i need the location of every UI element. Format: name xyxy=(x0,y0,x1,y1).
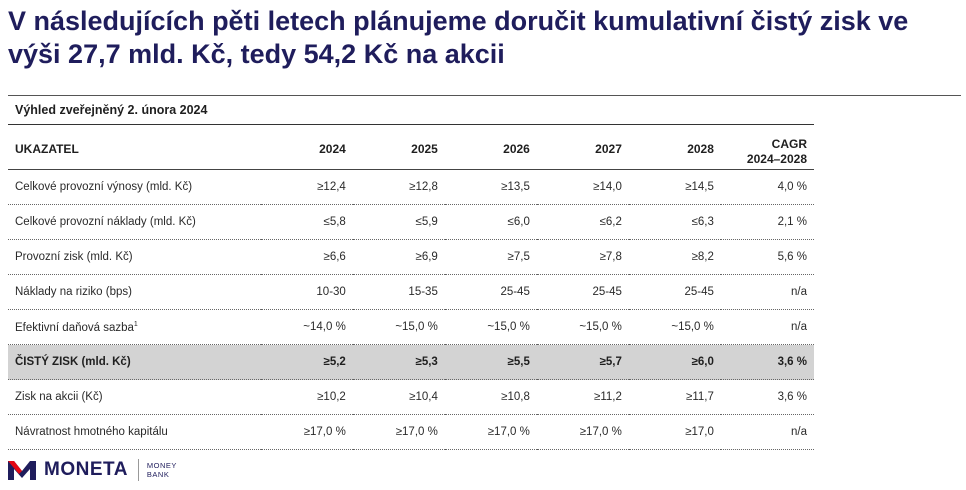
cagr-cell: 3,6 % xyxy=(720,344,814,380)
value-cell: ≥17,0 % xyxy=(352,414,445,450)
header-cagr: CAGR 2024–2028 xyxy=(720,128,814,170)
value-cell: ≤5,8 xyxy=(260,204,353,240)
logo-wordmark: MONETA xyxy=(44,459,128,480)
moneta-logo: MONETA MONEY BANK xyxy=(8,457,177,483)
table-row: Provozní zisk (mld. Kč) ≥6,6 ≥6,9 ≥7,5 ≥7,8 ≥… xyxy=(8,239,814,275)
value-cell: ≥17,0 % xyxy=(536,414,629,450)
value-cell: ≥11,2 xyxy=(536,379,629,415)
value-cell: ≥10,8 xyxy=(444,379,537,415)
value-cell: ≤6,3 xyxy=(628,204,721,240)
row-label: Celkové provozní náklady (mld. Kč) xyxy=(15,216,196,228)
table-row: ČISTÝ ZISK (mld. Kč) ≥5,2 ≥5,3 ≥5,5 ≥5,7 ≥6,0… xyxy=(8,344,814,380)
row-label-cell: Provozní zisk (mld. Kč) xyxy=(8,239,261,275)
header-cagr-period: 2024–2028 xyxy=(746,152,807,166)
value-cell: ≥6,9 xyxy=(352,239,445,275)
row-label-cell: Zisk na akcii (Kč) xyxy=(8,379,261,415)
value-cell: ≥8,2 xyxy=(628,239,721,275)
table-header-row: UKAZATEL 2024 2025 2026 2027 2028 CAGR 2… xyxy=(8,128,814,170)
value-cell: 25-45 xyxy=(536,274,629,310)
row-label: Návratnost hmotného kapitálu xyxy=(15,426,168,438)
row-label-cell: Celkové provozní náklady (mld. Kč) xyxy=(8,204,261,240)
table-row: Efektivní daňová sazba1 ~14,0 % ~15,0 % ~15… xyxy=(8,309,814,345)
row-label-cell: Celkové provozní výnosy (mld. Kč) xyxy=(8,169,261,205)
row-label-cell: Náklady na riziko (bps) xyxy=(8,274,261,310)
value-cell: ≥17,0 % xyxy=(444,414,537,450)
value-cell: ≥7,5 xyxy=(444,239,537,275)
table-row: Návratnost hmotného kapitálu ≥17,0 % ≥17,0… xyxy=(8,414,814,450)
value-cell: ≥10,4 xyxy=(352,379,445,415)
moneta-m-icon xyxy=(8,461,36,480)
cagr-cell: 3,6 % xyxy=(720,379,814,415)
page-title: V následujících pěti letech plánujeme do… xyxy=(8,6,909,69)
value-cell: ≥10,2 xyxy=(260,379,353,415)
table-row: Celkové provozní náklady (mld. Kč) ≤5,8 ≤5… xyxy=(8,204,814,240)
footnote-marker: 1 xyxy=(133,320,138,328)
row-label-cell: Efektivní daňová sazba1 xyxy=(8,309,261,345)
value-cell: ≤6,2 xyxy=(536,204,629,240)
title-divider xyxy=(8,95,961,96)
logo-sub-line: MONEY xyxy=(146,461,177,470)
header-year: 2027 xyxy=(536,128,629,170)
value-cell: 15-35 xyxy=(352,274,445,310)
value-cell: ≥17,0 xyxy=(628,414,721,450)
value-cell: ≥5,5 xyxy=(444,344,537,380)
value-cell: ≥5,3 xyxy=(352,344,445,380)
value-cell: ≥6,0 xyxy=(628,344,721,380)
row-label: Efektivní daňová sazba xyxy=(15,321,134,334)
value-cell: ≥17,0 % xyxy=(260,414,353,450)
table-subtitle: Výhled zveřejněný 2. února 2024 xyxy=(15,103,208,117)
header-year: 2028 xyxy=(628,128,721,170)
header-cagr-label: CAGR xyxy=(771,137,807,151)
header-year: 2025 xyxy=(352,128,445,170)
value-cell: ≥6,6 xyxy=(260,239,353,275)
logo-separator xyxy=(137,459,139,481)
row-label-cell: ČISTÝ ZISK (mld. Kč) xyxy=(8,344,261,380)
cagr-cell: n/a xyxy=(720,274,814,310)
value-cell: ≥5,2 xyxy=(260,344,353,380)
header-year: 2026 xyxy=(444,128,537,170)
value-cell: ≥12,4 xyxy=(260,169,353,205)
table-row: Zisk na akcii (Kč) ≥10,2 ≥10,4 ≥10,8 ≥11,2 ≥1… xyxy=(8,379,814,415)
value-cell: ~15,0 % xyxy=(444,309,537,345)
table-row: Náklady na riziko (bps) 10-30 15-35 25-45 25… xyxy=(8,274,814,310)
value-cell: ~15,0 % xyxy=(628,309,721,345)
row-label: Zisk na akcii (Kč) xyxy=(15,391,103,403)
value-cell: 10-30 xyxy=(260,274,353,310)
header-year: 2024 xyxy=(260,128,353,170)
cagr-cell: n/a xyxy=(720,414,814,450)
value-cell: ≤5,9 xyxy=(352,204,445,240)
cagr-cell: 2,1 % xyxy=(720,204,814,240)
value-cell: 25-45 xyxy=(628,274,721,310)
value-cell: ≥13,5 xyxy=(444,169,537,205)
value-cell: ≥12,8 xyxy=(352,169,445,205)
value-cell: ≥11,7 xyxy=(628,379,721,415)
cagr-cell: 5,6 % xyxy=(720,239,814,275)
value-cell: ~15,0 % xyxy=(352,309,445,345)
value-cell: ≤6,0 xyxy=(444,204,537,240)
value-cell: ~15,0 % xyxy=(536,309,629,345)
row-label: Náklady na riziko (bps) xyxy=(15,286,132,298)
value-cell: ≥14,0 xyxy=(536,169,629,205)
table-row: Celkové provozní výnosy (mld. Kč) ≥12,4 ≥1… xyxy=(8,169,814,205)
value-cell: ~14,0 % xyxy=(260,309,353,345)
value-cell: ≥7,8 xyxy=(536,239,629,275)
outlook-table: UKAZATEL 2024 2025 2026 2027 2028 CAGR 2… xyxy=(8,128,814,450)
cagr-cell: 4,0 % xyxy=(720,169,814,205)
row-label: ČISTÝ ZISK (mld. Kč) xyxy=(15,356,131,368)
value-cell: ≥14,5 xyxy=(628,169,721,205)
logo-subtext: MONEY BANK xyxy=(147,461,177,479)
logo-sub-line: BANK xyxy=(146,470,170,479)
row-label: Provozní zisk (mld. Kč) xyxy=(15,251,133,263)
subtitle-divider xyxy=(8,124,814,125)
header-indicator: UKAZATEL xyxy=(8,128,261,170)
row-label: Celkové provozní výnosy (mld. Kč) xyxy=(15,181,193,193)
cagr-cell: n/a xyxy=(720,309,814,345)
value-cell: ≥5,7 xyxy=(536,344,629,380)
value-cell: 25-45 xyxy=(444,274,537,310)
row-label-cell: Návratnost hmotného kapitálu xyxy=(8,414,261,450)
